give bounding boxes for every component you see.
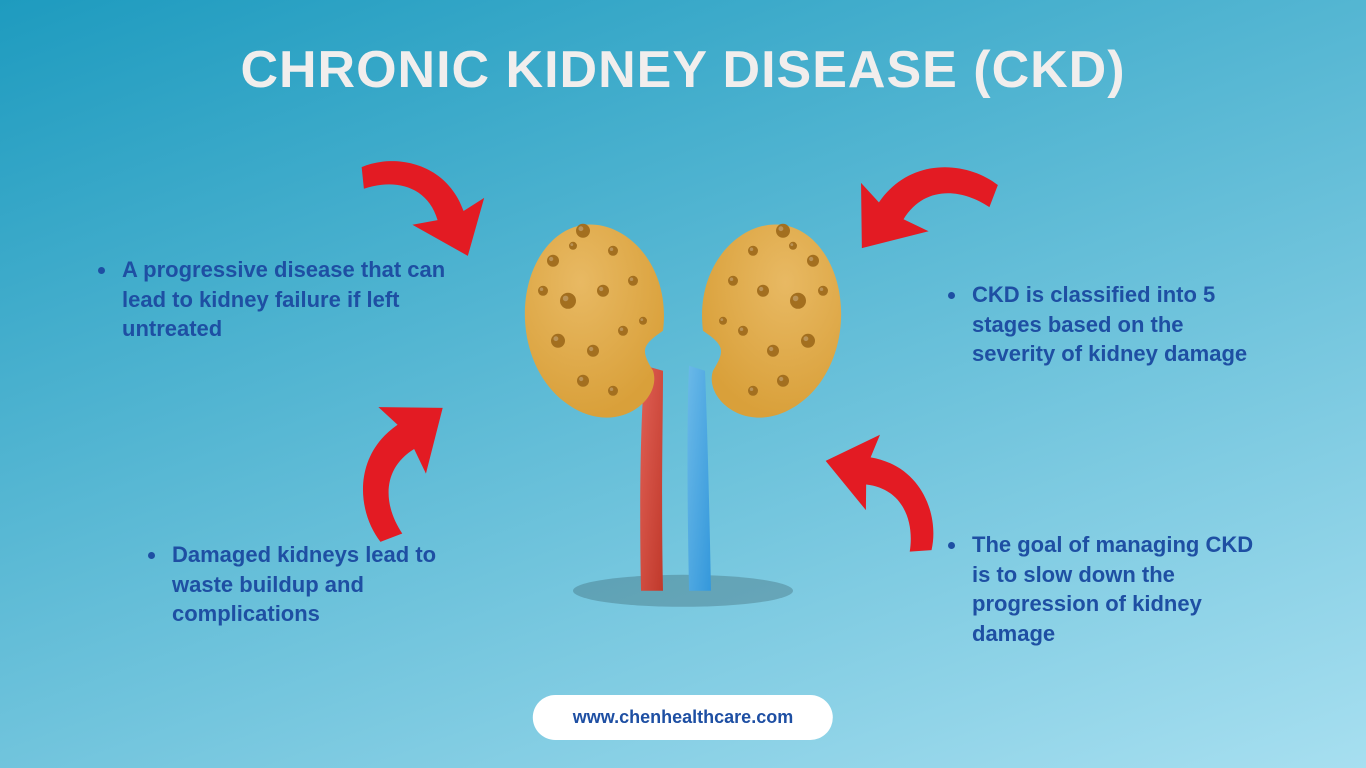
bullet-bottom-left: Damaged kidneys lead to waste buildup an… xyxy=(140,540,490,629)
arrow-top-left xyxy=(330,150,500,270)
bullet-top-right: CKD is classified into 5 stages based on… xyxy=(940,280,1270,369)
kidney-illustration xyxy=(513,191,853,611)
bullet-text: The goal of managing CKD is to slow down… xyxy=(968,530,1270,649)
arrow-top-right xyxy=(840,150,1020,280)
footer-url: www.chenhealthcare.com xyxy=(533,695,833,740)
bullet-top-left: A progressive disease that can lead to k… xyxy=(90,255,450,344)
arrow-bottom-left xyxy=(330,410,490,540)
bullet-text: A progressive disease that can lead to k… xyxy=(118,255,450,344)
page-title: CHRONIC KIDNEY DISEASE (CKD) xyxy=(0,40,1366,100)
bullet-text: Damaged kidneys lead to waste buildup an… xyxy=(168,540,490,629)
bullet-text: CKD is classified into 5 stages based on… xyxy=(968,280,1270,369)
bullet-bottom-right: The goal of managing CKD is to slow down… xyxy=(940,530,1270,649)
